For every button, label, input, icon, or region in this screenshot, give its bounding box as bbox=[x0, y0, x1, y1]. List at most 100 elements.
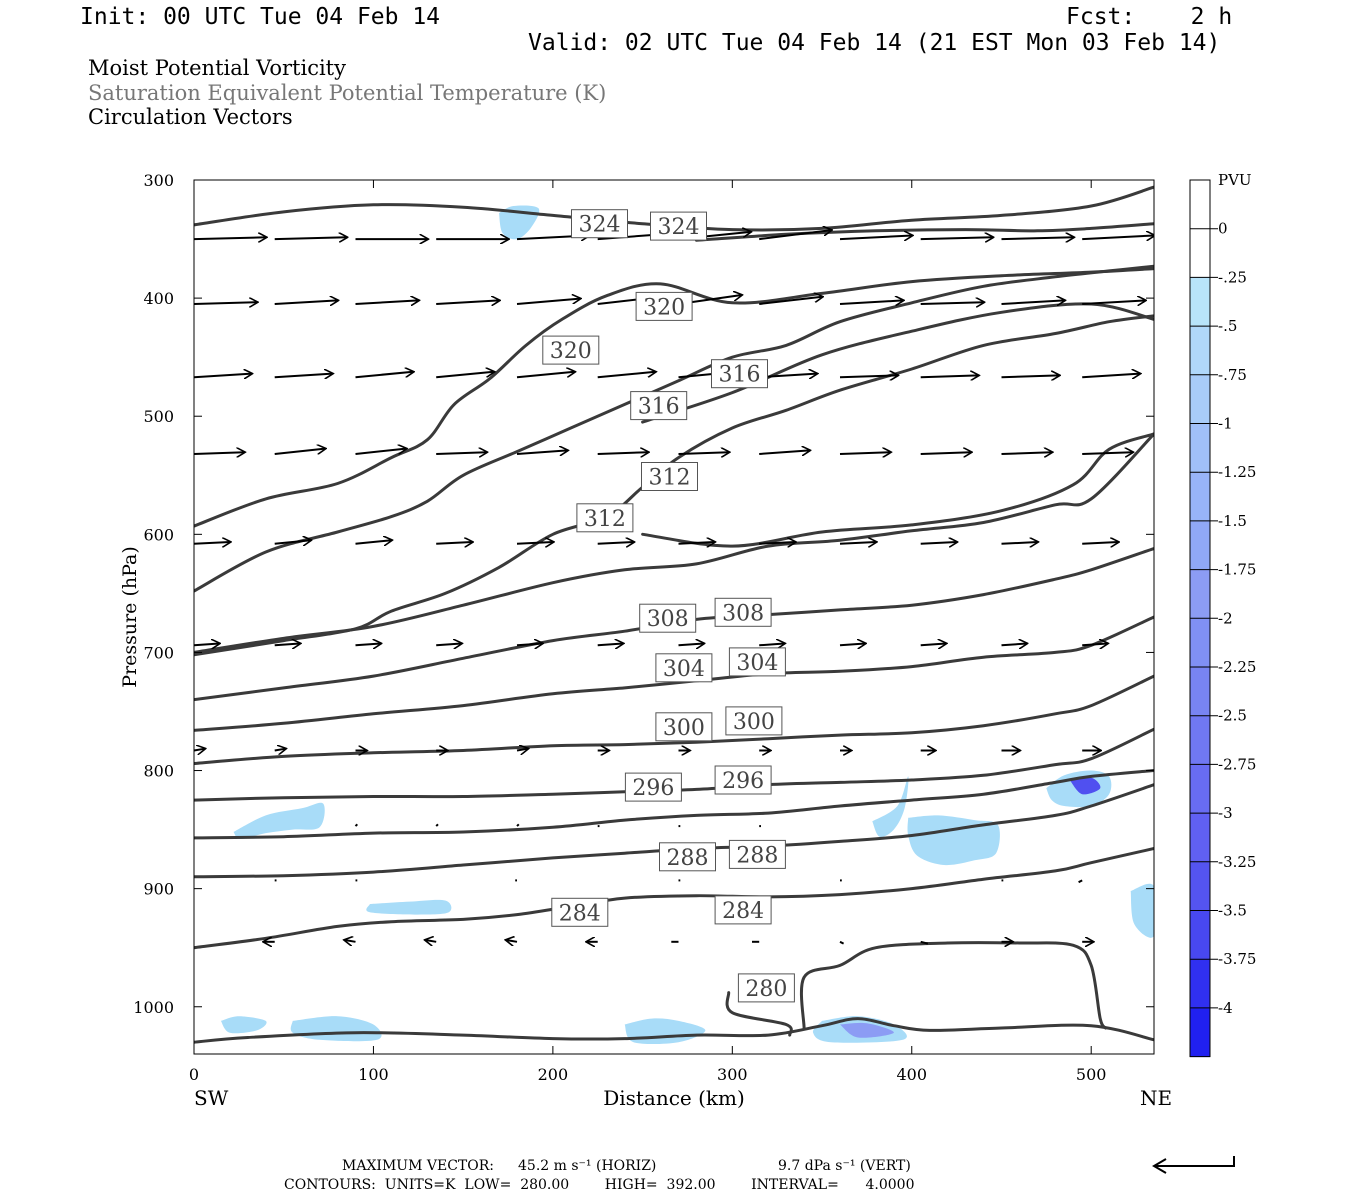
svg-text:312: 312 bbox=[649, 466, 691, 491]
theta-es-contour-312 bbox=[641, 432, 1154, 548]
right-end-label: NE bbox=[1140, 1086, 1172, 1110]
circulation-vector bbox=[274, 644, 300, 646]
colorbar-level-label: -2.5 bbox=[1218, 707, 1247, 725]
circulation-vector bbox=[839, 644, 865, 646]
colorbar-level-label: -1.25 bbox=[1218, 463, 1256, 481]
colorbar-swatch bbox=[1190, 423, 1210, 473]
circulation-vector bbox=[1082, 374, 1140, 378]
circulation-vector bbox=[436, 300, 499, 304]
theta-es-contour-320 bbox=[194, 267, 1154, 528]
colorbar-swatch bbox=[1190, 715, 1210, 765]
contour-label: 300 bbox=[655, 712, 713, 742]
circulation-vector bbox=[274, 449, 325, 455]
circulation-vector bbox=[355, 540, 392, 544]
colorbar-swatch bbox=[1190, 667, 1210, 717]
contour-label: 316 bbox=[630, 391, 688, 421]
circulation-vector bbox=[839, 236, 912, 240]
svg-text:288: 288 bbox=[667, 846, 709, 871]
colorbar-level-label: -4 bbox=[1218, 999, 1233, 1017]
circulation-vector bbox=[274, 374, 333, 378]
circulation-vector bbox=[355, 644, 381, 646]
max-horiz: 45.2 m s⁻¹ (HORIZ) bbox=[518, 1158, 657, 1174]
mpv-region bbox=[1069, 777, 1101, 795]
circulation-vector bbox=[759, 230, 831, 241]
contour-label: 288 bbox=[728, 839, 786, 869]
circulation-vector bbox=[678, 542, 715, 544]
y-tick-label: 500 bbox=[143, 407, 174, 426]
colorbar-swatch bbox=[1190, 228, 1210, 278]
svg-text:288: 288 bbox=[736, 843, 778, 868]
max-vert: 9.7 dPa s⁻¹ (VERT) bbox=[778, 1158, 911, 1174]
circulation-vector bbox=[274, 300, 338, 304]
circulation-vector bbox=[516, 542, 553, 544]
circulation-vector bbox=[1001, 300, 1065, 304]
circulation-vector bbox=[597, 372, 656, 379]
colorbar-level-label: -2.25 bbox=[1218, 658, 1256, 676]
circulation-vector bbox=[194, 644, 219, 646]
circulation-vector bbox=[506, 940, 518, 942]
svg-text:300: 300 bbox=[733, 710, 775, 735]
colorbar-level-label: 0 bbox=[1218, 220, 1228, 238]
contour-label: 304 bbox=[728, 647, 786, 677]
circulation-vector bbox=[920, 452, 971, 454]
circulation-vector bbox=[920, 302, 984, 304]
y-axis-title: Pressure (hPa) bbox=[119, 546, 141, 688]
circulation-vector bbox=[436, 644, 461, 646]
svg-text:296: 296 bbox=[722, 769, 764, 794]
circulation-vector bbox=[436, 452, 486, 454]
colorbar-swatch bbox=[1190, 1007, 1210, 1058]
svg-text:324: 324 bbox=[579, 213, 621, 238]
colorbar-level-label: -3.75 bbox=[1218, 950, 1256, 968]
x-tick-label: 100 bbox=[358, 1065, 389, 1084]
contour-label: 324 bbox=[650, 211, 707, 241]
circulation-vector bbox=[759, 542, 795, 544]
svg-text:296: 296 bbox=[632, 776, 674, 801]
colorbar-swatch bbox=[1190, 520, 1210, 571]
colorbar-swatch bbox=[1190, 959, 1210, 1009]
x-axis-title: Distance (km) bbox=[603, 1086, 745, 1110]
circulation-vector bbox=[678, 452, 729, 454]
contour-label: 312 bbox=[576, 503, 634, 533]
circulation-vector bbox=[1082, 300, 1145, 304]
y-tick-label: 900 bbox=[143, 880, 174, 899]
mpv-region bbox=[220, 1016, 267, 1034]
colorbar-swatch bbox=[1190, 180, 1210, 230]
field-vectors-title: Circulation Vectors bbox=[88, 105, 293, 129]
colorbar-swatch bbox=[1190, 326, 1210, 376]
circulation-vector bbox=[516, 372, 575, 379]
reference-vector-icon bbox=[1152, 1156, 1235, 1174]
circulation-vector bbox=[597, 644, 623, 646]
circulation-vector bbox=[597, 542, 634, 544]
x-tick-label: 200 bbox=[538, 1065, 569, 1084]
theta-es-contour-288 bbox=[194, 769, 1154, 840]
svg-text:304: 304 bbox=[736, 651, 778, 676]
init-time: Init: 00 UTC Tue 04 Feb 14 bbox=[80, 4, 441, 30]
circulation-vector bbox=[1082, 644, 1107, 646]
colorbar-level-label: -3.5 bbox=[1218, 902, 1247, 920]
contour-label: 296 bbox=[624, 772, 682, 802]
contour-label: 288 bbox=[659, 842, 716, 872]
circulation-vector bbox=[920, 542, 957, 544]
contour-label: 308 bbox=[639, 603, 697, 633]
circulation-vector bbox=[516, 299, 580, 305]
circulation-vector bbox=[839, 940, 845, 945]
svg-text:312: 312 bbox=[584, 507, 626, 532]
field-thetaes-title: Saturation Equivalent Potential Temperat… bbox=[88, 81, 607, 105]
mpv-region bbox=[840, 1022, 894, 1038]
circulation-vector bbox=[194, 542, 230, 544]
circulation-vector bbox=[759, 374, 817, 378]
x-tick-label: 0 bbox=[189, 1065, 199, 1084]
svg-text:284: 284 bbox=[559, 901, 601, 926]
svg-text:316: 316 bbox=[638, 395, 680, 420]
y-tick-label: 700 bbox=[143, 643, 174, 662]
valid-time: Valid: 02 UTC Tue 04 Feb 14 (21 EST Mon … bbox=[528, 30, 1221, 56]
svg-text:304: 304 bbox=[663, 657, 705, 682]
colorbar-swatch bbox=[1190, 764, 1210, 814]
cross-section-chart: 324 324 320 320 316 316 312 312 308 308 304 304 300 3… bbox=[119, 171, 1256, 1110]
circulation-vector bbox=[839, 300, 903, 304]
circulation-vector bbox=[194, 749, 205, 751]
contour-label: 304 bbox=[655, 653, 713, 683]
contour-label: 284 bbox=[551, 897, 609, 927]
circulation-vector bbox=[345, 940, 356, 942]
contour-label: 284 bbox=[714, 895, 772, 925]
